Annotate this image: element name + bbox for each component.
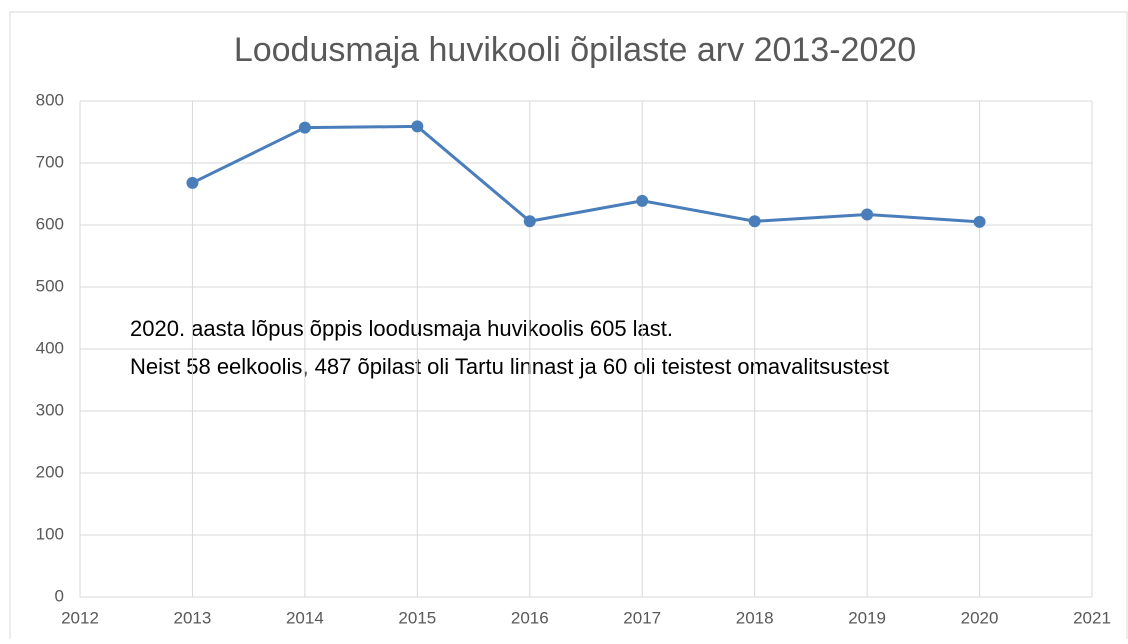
x-tick-label: 2017 [623, 608, 661, 627]
annotation: Neist 58 eelkoolis, 487 õpilast oli Tart… [130, 354, 889, 379]
annotation: 2020. aasta lõpus õppis loodusmaja huvik… [130, 316, 673, 341]
point [411, 120, 424, 133]
x-tick-label: 2015 [398, 608, 436, 627]
x-tick-label: 2018 [736, 608, 774, 627]
y-tick-label: 0 [55, 586, 64, 605]
point [298, 121, 311, 134]
y-tick-label: 300 [36, 400, 64, 419]
x-tick-label: 2020 [961, 608, 999, 627]
point [748, 215, 761, 228]
chart-frame [9, 11, 1128, 644]
y-tick-label: 500 [36, 276, 64, 295]
series-line [191, 124, 980, 224]
y-tick-label: 600 [36, 214, 64, 233]
chart-title: Loodusmaja huvikooli õpilaste arv 2013-2… [234, 31, 916, 69]
point [861, 208, 874, 221]
y-tick-label: 400 [36, 338, 64, 357]
y-tick-label: 800 [36, 90, 64, 109]
x-tick-label: 2016 [511, 608, 549, 627]
x-tick-label: 2021 [1073, 608, 1111, 627]
y-tick-label: 200 [36, 462, 64, 481]
x-tick-label: 2012 [61, 608, 99, 627]
y-tick-label: 700 [36, 152, 64, 171]
x-tick-label: 2019 [848, 608, 886, 627]
y-tick-label: 100 [36, 524, 64, 543]
point [636, 194, 649, 207]
point [973, 215, 986, 228]
x-tick-label: 2014 [286, 608, 324, 627]
x-tick-label: 2013 [174, 608, 212, 627]
point [186, 176, 199, 189]
point [523, 215, 536, 228]
